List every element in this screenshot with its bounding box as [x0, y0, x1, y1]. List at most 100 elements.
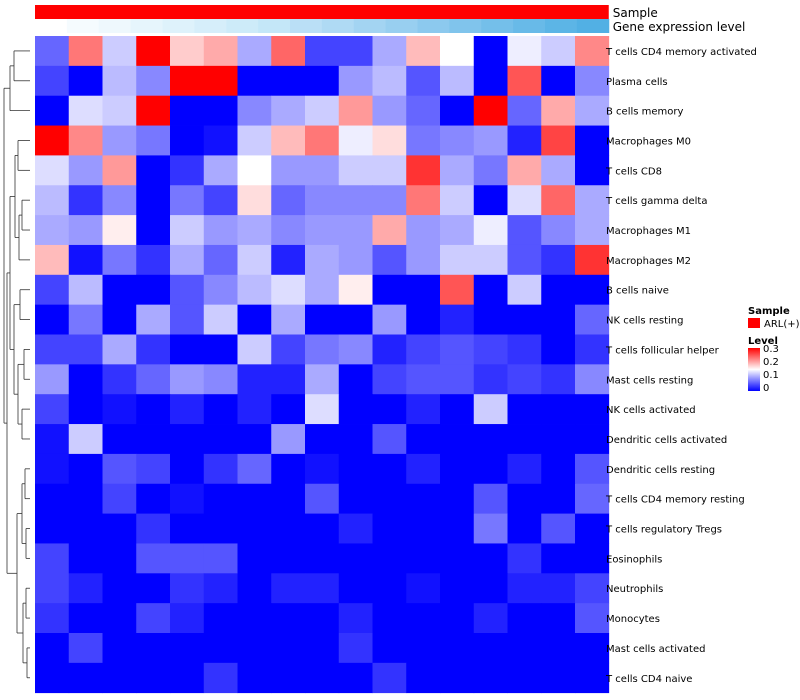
- annotation-expression-cell: [194, 19, 227, 33]
- heatmap-cell: [136, 633, 171, 664]
- heatmap-cell: [35, 334, 70, 365]
- heatmap-cell: [507, 304, 542, 335]
- heatmap-cell: [575, 334, 610, 365]
- row-label: Neutrophils: [606, 584, 663, 595]
- heatmap-cell: [35, 633, 70, 664]
- heatmap-cell: [68, 185, 103, 216]
- heatmap-cell: [372, 274, 407, 306]
- heatmap-cell: [473, 185, 508, 216]
- heatmap-cell: [170, 633, 205, 664]
- heatmap-cell: [35, 483, 70, 514]
- heatmap-cell: [35, 513, 70, 544]
- heatmap-cell: [406, 185, 441, 216]
- heatmap-cell: [305, 125, 340, 156]
- heatmap-cell: [541, 304, 576, 335]
- heatmap-cell: [541, 244, 576, 276]
- row-label: Dendritic cells resting: [606, 465, 715, 476]
- heatmap-cell: [473, 513, 508, 544]
- heatmap-cell: [35, 364, 70, 395]
- heatmap-cell: [271, 394, 306, 425]
- heatmap-cell: [35, 185, 70, 216]
- heatmap-cell: [203, 36, 238, 67]
- annotation-expression-cell: [449, 19, 482, 33]
- heatmap-cell: [372, 424, 407, 455]
- heatmap-cell: [136, 424, 171, 455]
- heatmap-cell: [203, 603, 238, 634]
- row-label: Macrophages M1: [606, 226, 691, 237]
- heatmap-cell: [541, 483, 576, 514]
- annotation-expression-cell: [385, 19, 418, 33]
- heatmap-cell: [170, 483, 205, 514]
- heatmap-cell: [541, 36, 576, 67]
- heatmap-cell: [170, 274, 205, 306]
- heatmap-cell: [35, 424, 70, 455]
- heatmap-cell: [68, 603, 103, 634]
- heatmap-cell: [203, 483, 238, 514]
- heatmap-cell: [372, 573, 407, 604]
- annotation-expression-cell: [35, 19, 68, 33]
- heatmap-cell: [406, 513, 441, 544]
- heatmap-cell: [305, 95, 340, 126]
- heatmap-cell: [372, 155, 407, 186]
- heatmap-cell: [271, 65, 306, 97]
- heatmap-cell: [406, 394, 441, 425]
- heatmap-cell: [102, 573, 137, 604]
- heatmap-cell: [136, 364, 171, 395]
- heatmap-cell: [406, 244, 441, 276]
- heatmap-cell: [102, 304, 137, 335]
- heatmap-cell: [136, 215, 171, 246]
- heatmap-cell: [440, 513, 475, 544]
- annotation-expression-cell: [226, 19, 259, 33]
- row-label: B cells naive: [606, 286, 669, 297]
- heatmap-cell: [68, 125, 103, 156]
- heatmap-cell: [406, 483, 441, 514]
- heatmap-cell: [473, 573, 508, 604]
- heatmap-cell: [507, 125, 542, 156]
- heatmap-cell: [170, 155, 205, 186]
- heatmap-cell: [406, 155, 441, 186]
- heatmap-cell: [507, 155, 542, 186]
- heatmap-cell: [305, 543, 340, 574]
- heatmap-cell: [473, 334, 508, 365]
- heatmap-cell: [305, 65, 340, 97]
- heatmap-cell: [440, 244, 475, 276]
- heatmap-cell: [541, 95, 576, 126]
- heatmap-cell: [68, 633, 103, 664]
- heatmap-cell: [203, 453, 238, 485]
- heatmap-cell: [305, 633, 340, 664]
- heatmap-cell: [507, 603, 542, 634]
- heatmap-cell: [136, 36, 171, 67]
- heatmap-cell: [406, 603, 441, 634]
- heatmap-cell: [237, 125, 272, 156]
- heatmap-cell: [136, 543, 171, 574]
- heatmap-cell: [338, 95, 373, 126]
- heatmap-cell: [170, 125, 205, 156]
- legend-sample-entry: ARL(+): [764, 319, 800, 330]
- heatmap-cell: [406, 543, 441, 574]
- heatmap-cell: [68, 36, 103, 67]
- heatmap-cell: [136, 65, 171, 97]
- heatmap-cell: [305, 334, 340, 365]
- heatmap-cell: [440, 483, 475, 514]
- heatmap-cell: [575, 244, 610, 276]
- heatmap-cell: [35, 155, 70, 186]
- annotation-expression-cell: [545, 19, 578, 33]
- heatmap-cell: [170, 185, 205, 216]
- heatmap-cell: [68, 65, 103, 97]
- heatmap-cell: [338, 424, 373, 455]
- heatmap-cell: [203, 364, 238, 395]
- annotation-expression-cell: [353, 19, 387, 33]
- heatmap-cell: [507, 453, 542, 485]
- heatmap-cell: [473, 36, 508, 67]
- row-label: NK cells activated: [606, 405, 696, 416]
- heatmap-cell: [473, 364, 508, 395]
- heatmap-cell: [237, 453, 272, 485]
- heatmap-cell: [35, 304, 70, 335]
- heatmap-cell: [102, 633, 137, 664]
- heatmap-cell: [440, 394, 475, 425]
- heatmap-cell: [237, 95, 272, 126]
- heatmap-cell: [541, 274, 576, 306]
- heatmap-cell: [136, 185, 171, 216]
- heatmap-cell: [305, 304, 340, 335]
